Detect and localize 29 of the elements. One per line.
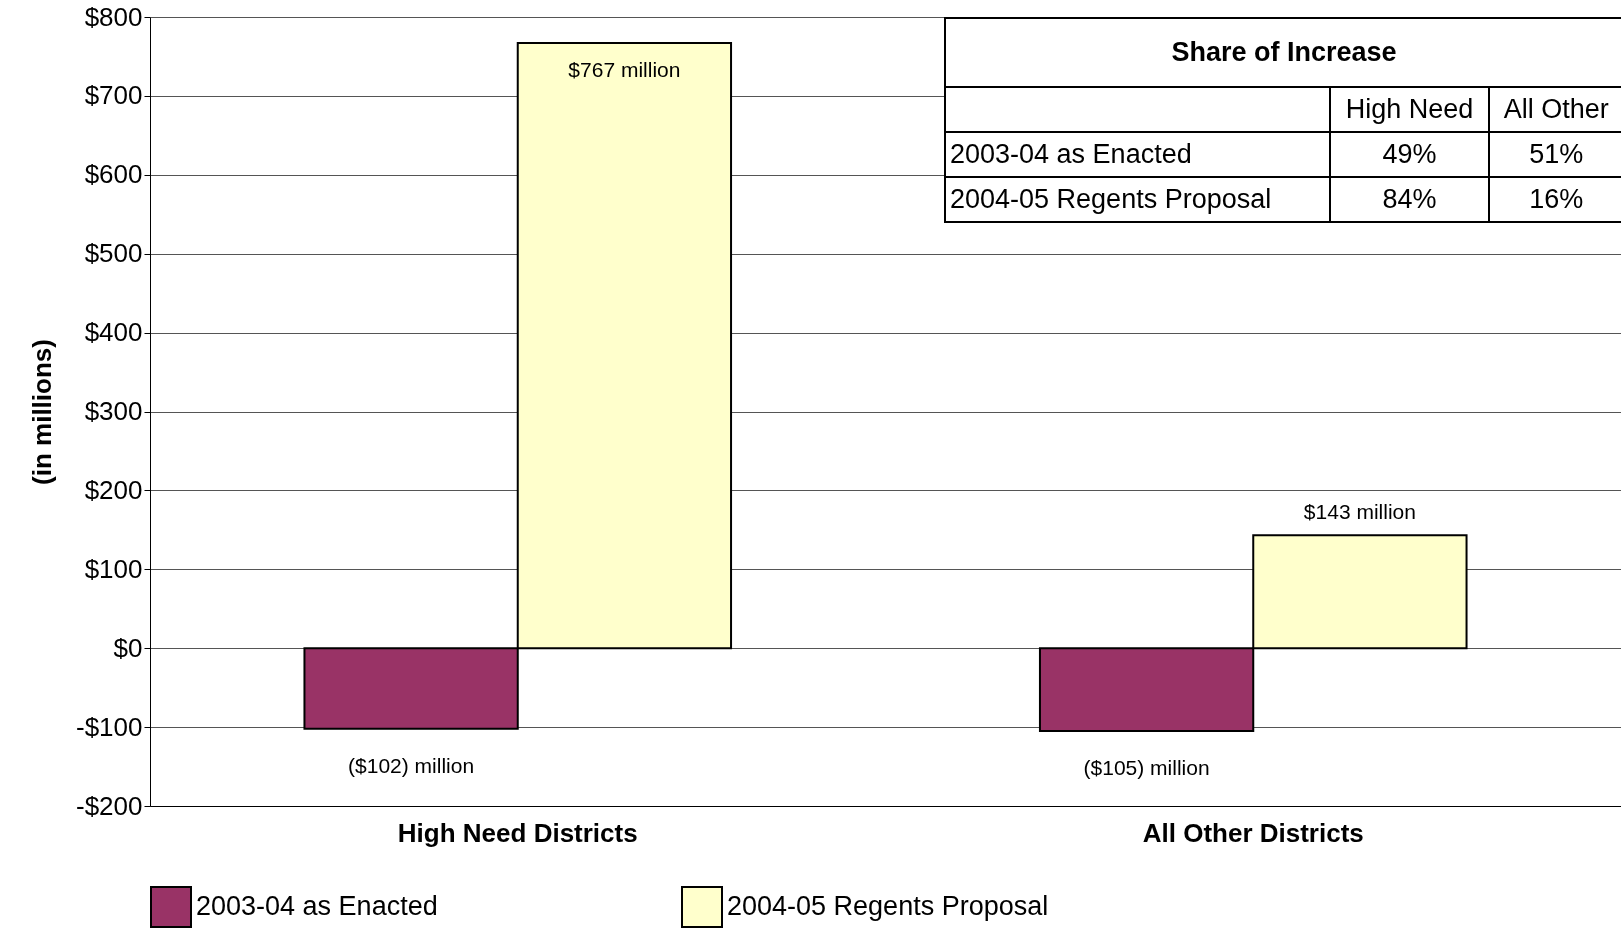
y-tick-label: $100	[84, 553, 143, 584]
y-tick-label: $700	[84, 80, 143, 111]
data-label: ($102) million	[348, 753, 475, 777]
y-tick-label: $0	[113, 632, 143, 663]
annotation: 51%	[1489, 132, 1621, 177]
y-tick-label: $400	[84, 317, 143, 348]
annotation: 2004-05 Regents Proposal	[945, 177, 1330, 222]
annotation: 84%	[1329, 177, 1490, 222]
y-tick-label: $500	[84, 238, 143, 269]
data-label: $767 million	[568, 58, 681, 82]
y-tick-label: $600	[84, 159, 143, 190]
annotation: All Other	[1489, 87, 1621, 132]
annotation: High Need	[1329, 87, 1490, 132]
data-label: $143 million	[1303, 500, 1416, 524]
annotation: 49%	[1329, 132, 1490, 177]
x-tick-label: High Need Districts	[397, 817, 638, 848]
annotation: Share of Increase	[945, 18, 1621, 87]
y-tick-label: $300	[84, 396, 143, 426]
legend-label: 2003-04 as Enacted	[196, 891, 438, 921]
annotation: 16%	[1489, 177, 1621, 222]
y-tick-label: -$200	[76, 790, 143, 821]
data-label: ($105) million	[1083, 756, 1210, 780]
x-tick-label: All Other Districts	[1142, 817, 1364, 848]
y-tick-label: $800	[84, 1, 143, 32]
legend-label: 2004-05 Regents Proposal	[727, 891, 1049, 921]
y-tick-label: $200	[84, 474, 143, 505]
y-axis-title: (in millions)	[27, 339, 57, 485]
y-tick-label: -$100	[76, 711, 143, 742]
annotation: 2003-04 as Enacted	[945, 132, 1330, 177]
